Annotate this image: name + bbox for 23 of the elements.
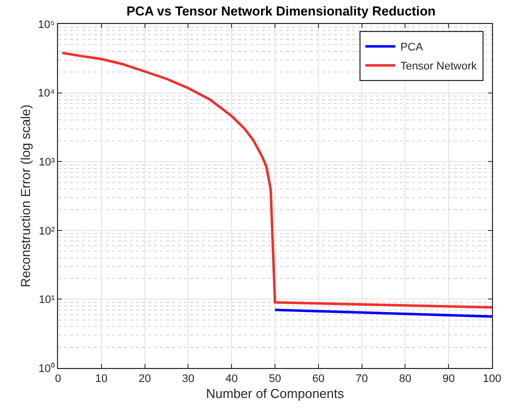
y-axis-title: Reconstruction Error (log scale) — [18, 104, 33, 288]
y-tick-label: 10⁴ — [38, 88, 56, 100]
x-tick-label: 30 — [182, 373, 194, 386]
x-tick-label: 50 — [268, 373, 282, 386]
x-tick-label: 100 — [482, 373, 502, 386]
y-tick-label: 10⁰ — [38, 362, 55, 375]
x-axis-title: Number of Components — [206, 386, 345, 401]
x-tick-label: 90 — [442, 373, 455, 386]
x-tick-label: 60 — [312, 373, 325, 386]
y-tick-label: 10² — [38, 225, 56, 238]
x-tick-label: 10 — [95, 373, 108, 386]
x-tick-label: 0 — [54, 373, 62, 386]
x-tick-label: 40 — [225, 373, 238, 386]
legend-label: Tensor Network — [400, 60, 478, 73]
chart-title: PCA vs Tensor Network Dimensionality Reduction — [126, 3, 436, 18]
x-tick-label: 20 — [138, 373, 151, 386]
x-tick-label: 80 — [399, 373, 412, 386]
y-tick-label: 10³ — [38, 156, 56, 168]
y-tick-label: 10⁵ — [38, 18, 55, 31]
legend-label: PCA — [400, 42, 424, 54]
x-tick-label: 70 — [356, 373, 368, 386]
y-tick-label: 10¹ — [38, 294, 56, 306]
line-series — [61, 52, 492, 309]
